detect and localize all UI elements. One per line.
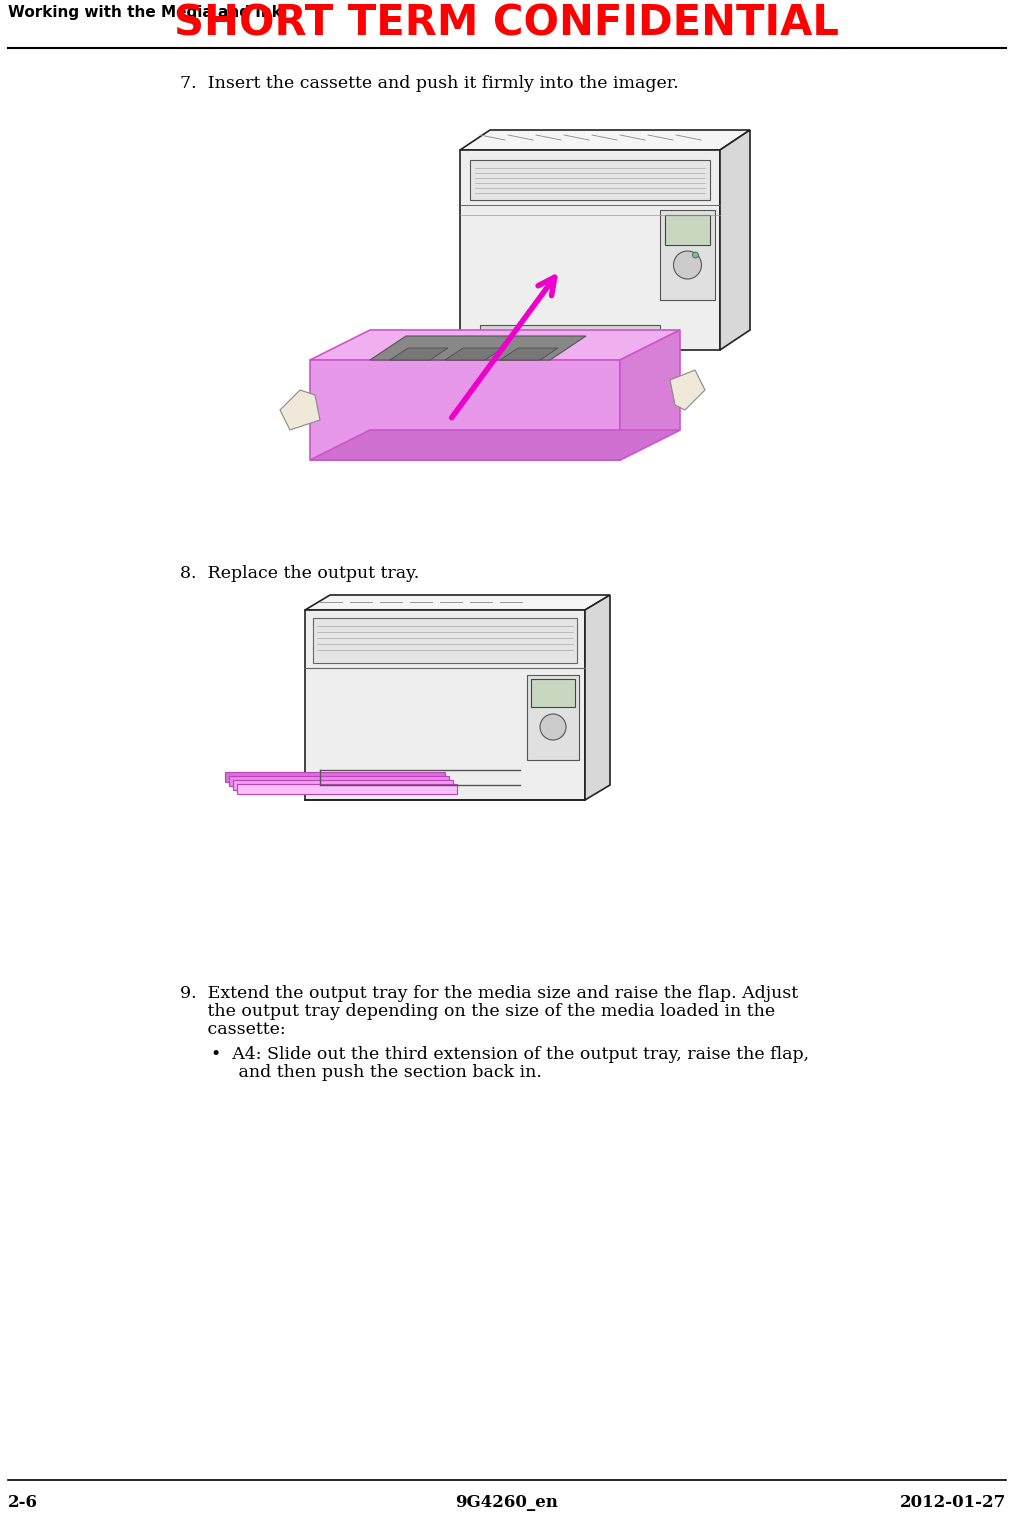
Text: 9G4260_en: 9G4260_en [455,1495,559,1511]
Text: 2-6: 2-6 [8,1495,38,1511]
Polygon shape [445,349,503,361]
Polygon shape [280,390,320,431]
Polygon shape [370,336,586,361]
Polygon shape [460,129,750,151]
Bar [531,679,575,708]
Polygon shape [310,330,680,361]
Polygon shape [310,431,680,460]
Polygon shape [720,129,750,350]
Bar [660,210,715,300]
Text: Working with the Media and Ink: Working with the Media and Ink [8,5,282,20]
Circle shape [540,714,566,740]
Polygon shape [390,349,448,361]
Text: •  A4: Slide out the third extension of the output tray, raise the flap,: • A4: Slide out the third extension of t… [200,1046,809,1062]
Bar [527,674,579,759]
Polygon shape [233,779,453,790]
Text: 9.  Extend the output tray for the media size and raise the flap. Adjust: 9. Extend the output tray for the media … [180,985,798,1001]
Text: SHORT TERM CONFIDENTIAL: SHORT TERM CONFIDENTIAL [174,3,840,46]
Polygon shape [305,610,585,801]
Polygon shape [237,784,457,794]
Text: 7.  Insert the cassette and push it firmly into the imager.: 7. Insert the cassette and push it firml… [180,75,678,91]
Text: 2012-01-27: 2012-01-27 [899,1495,1006,1511]
Text: cassette:: cassette: [180,1021,286,1038]
Polygon shape [470,160,710,199]
Polygon shape [670,370,705,409]
Text: and then push the section back in.: and then push the section back in. [200,1064,541,1081]
Polygon shape [310,361,620,460]
Bar [665,215,710,245]
Circle shape [693,253,699,259]
Polygon shape [460,151,720,350]
Polygon shape [500,349,558,361]
Polygon shape [305,595,610,610]
Bar [480,326,660,336]
Polygon shape [620,330,680,460]
Polygon shape [585,595,610,801]
Text: 8.  Replace the output tray.: 8. Replace the output tray. [180,565,419,581]
Circle shape [673,251,702,279]
Text: the output tray depending on the size of the media loaded in the: the output tray depending on the size of… [180,1003,775,1020]
Polygon shape [229,776,449,785]
Bar [313,618,577,664]
Polygon shape [225,772,445,782]
